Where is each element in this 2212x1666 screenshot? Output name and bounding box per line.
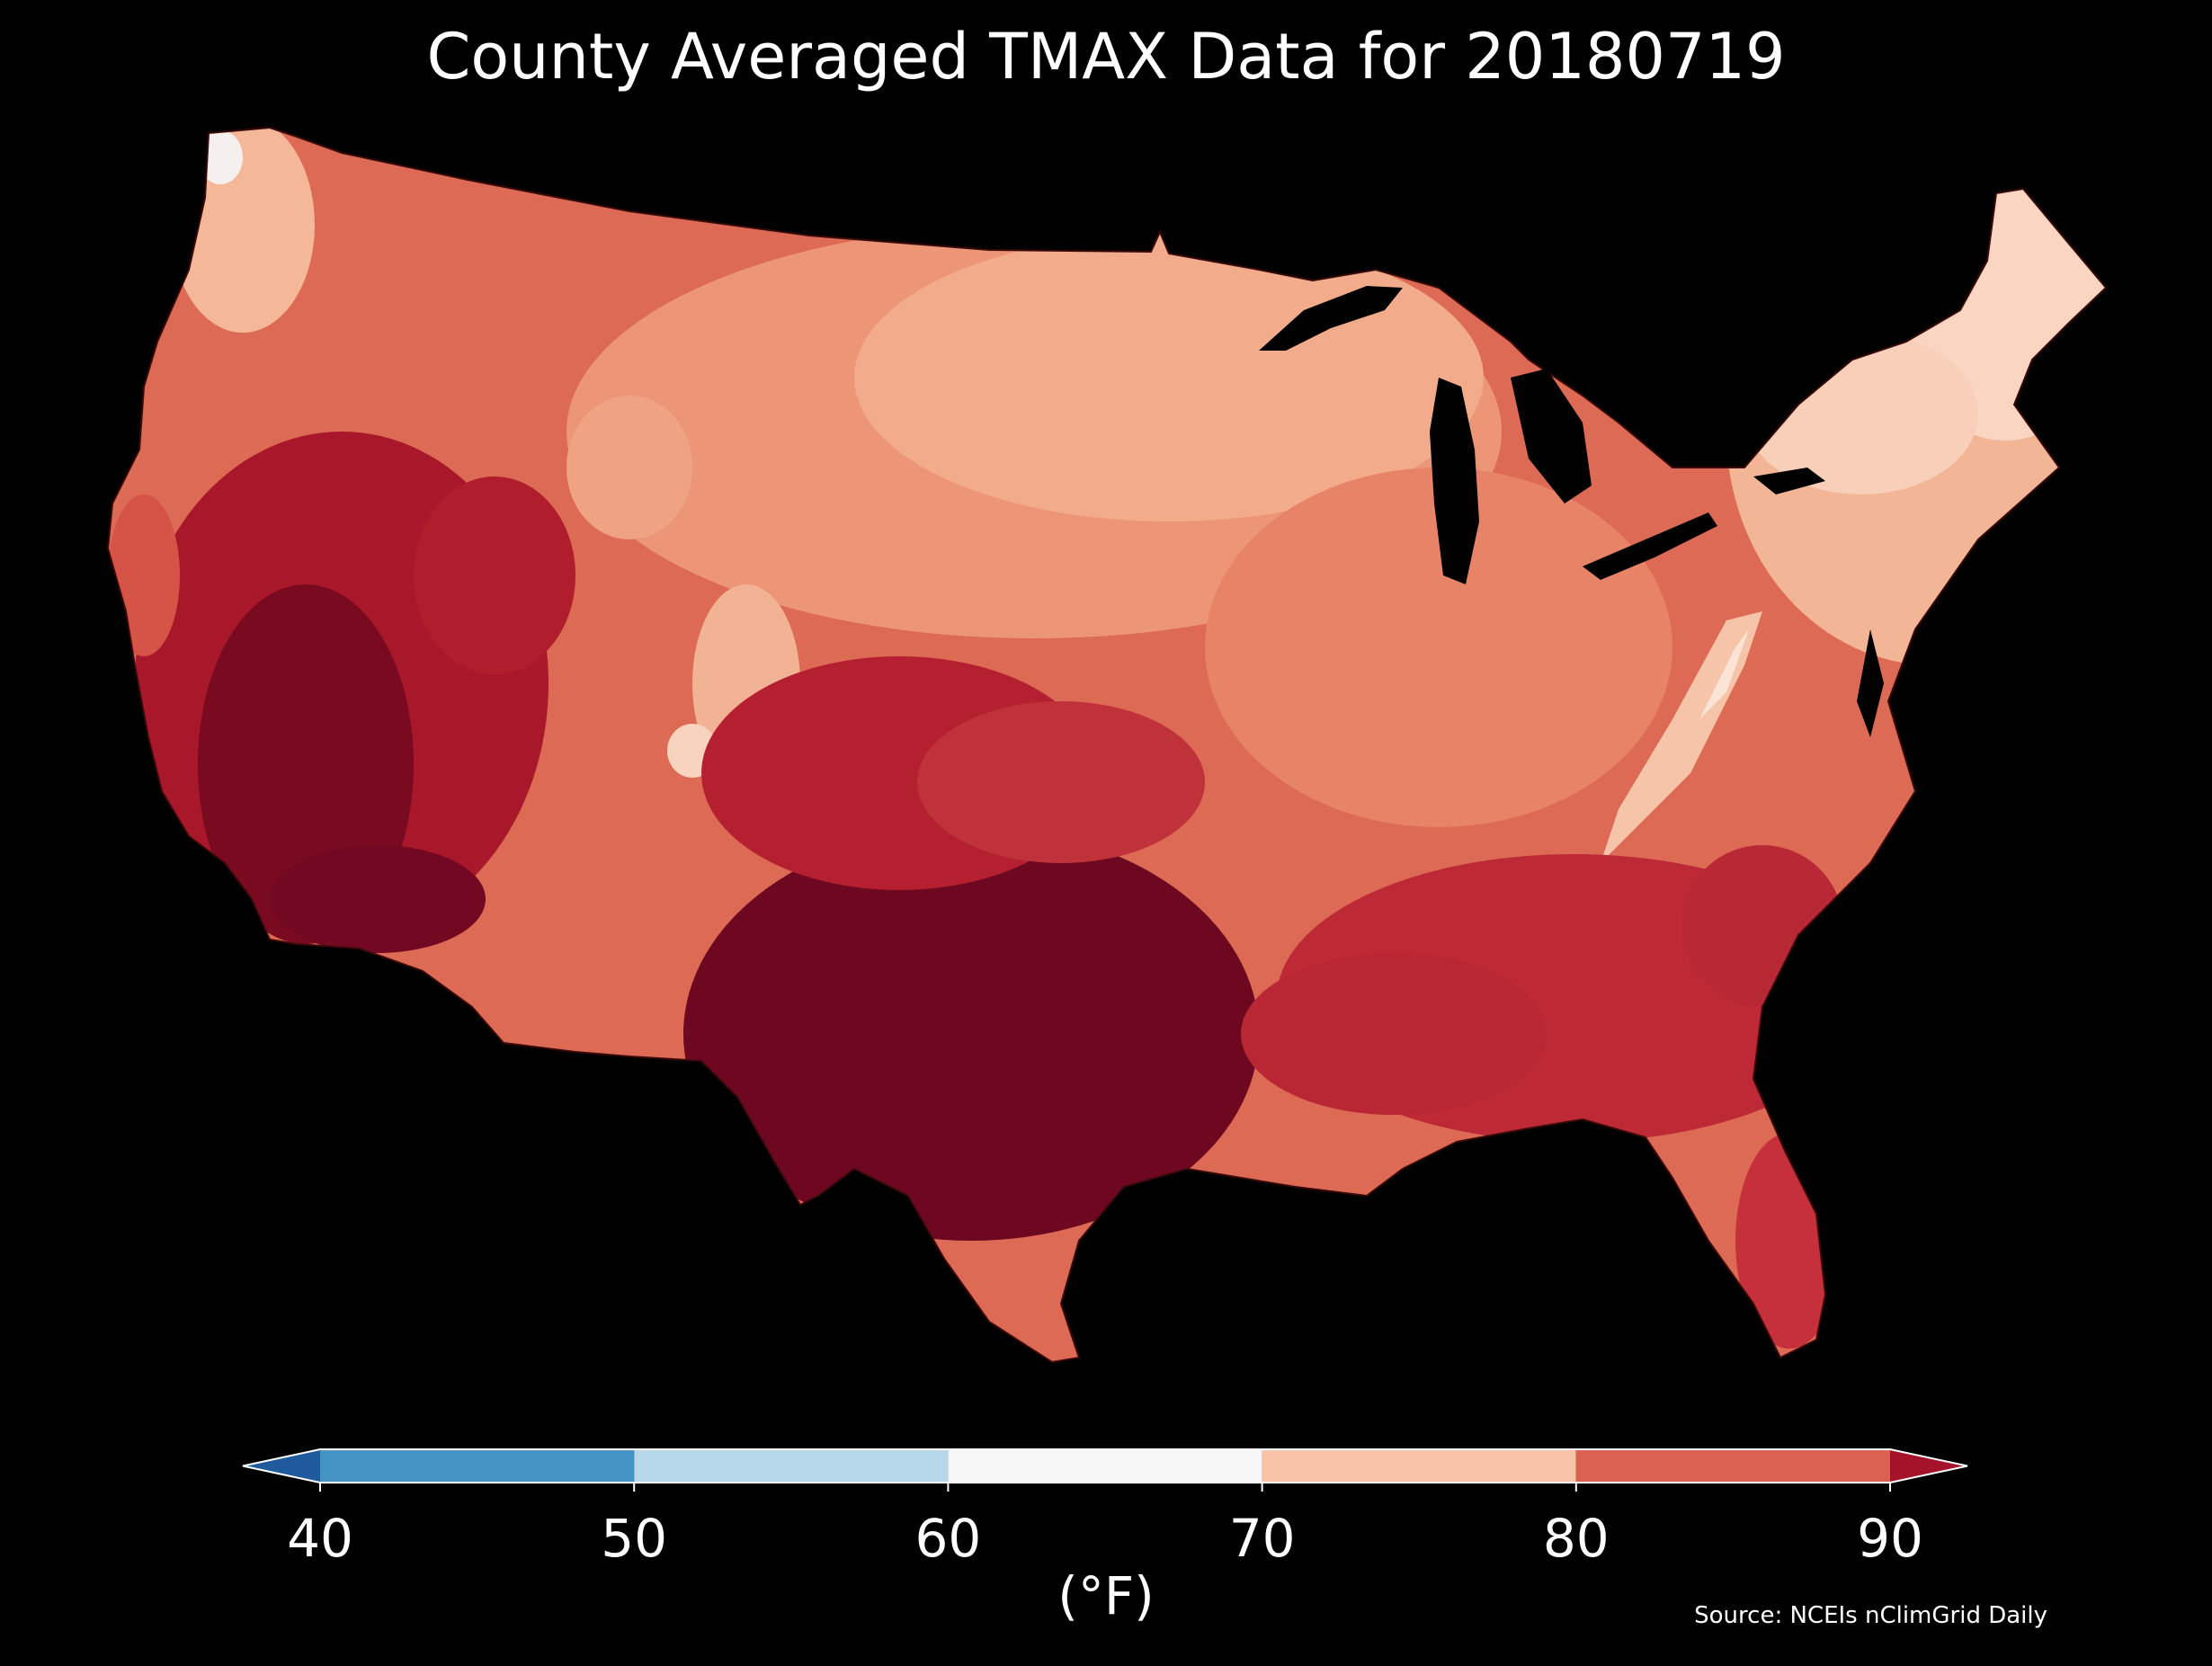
colorbar-bin [948,1449,1262,1483]
colorbar-bin [1262,1449,1576,1483]
us-outline [106,126,2108,1364]
lake-superior [1259,286,1403,351]
lake-michigan [1430,378,1479,584]
colorbar-tick-label: 90 [1857,1508,1923,1569]
colorbar-bin [634,1449,949,1483]
colorbar-tick-label: 50 [601,1508,668,1569]
colorbar-bin [320,1449,635,1483]
choropleth-layer [108,128,2106,1362]
chesapeake-bay [1857,629,1884,737]
colorbar-tick-label: 40 [287,1508,353,1569]
great-lakes [1259,286,1884,737]
colorbar-tick-label: 80 [1542,1508,1610,1569]
colorbar-unit-label: (°F) [1057,1565,1155,1626]
colorbar-extend-under [243,1449,320,1483]
colorbar-tick-label: 70 [1228,1508,1296,1569]
lake-erie [1583,512,1717,580]
colorbar-bin [1575,1449,1890,1483]
colorbar-tick-label: 60 [914,1508,982,1569]
colorbar-extend-over [1890,1449,1967,1483]
colorbar [242,1448,1968,1492]
source-note: Source: NCEIs nClimGrid Daily [1694,1602,2047,1629]
lake-huron [1511,369,1592,503]
map-title: County Averaged TMAX Data for 20180719 [426,20,1786,94]
lake-ontario [1753,468,1825,494]
